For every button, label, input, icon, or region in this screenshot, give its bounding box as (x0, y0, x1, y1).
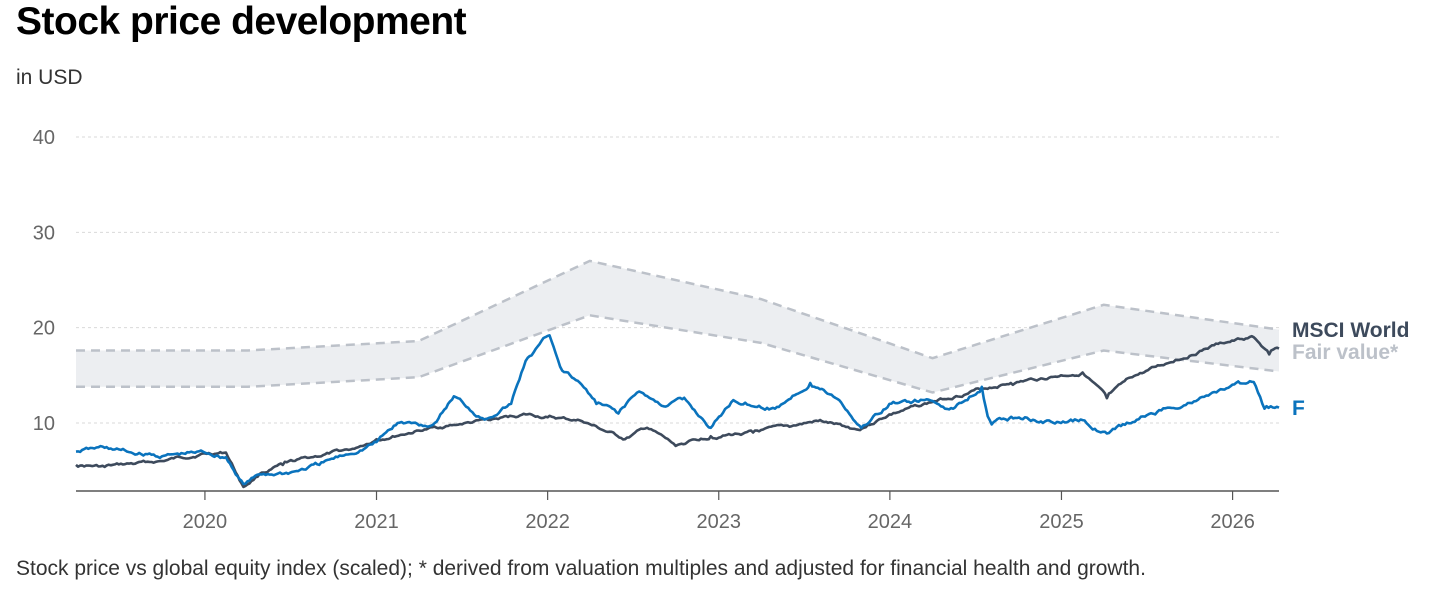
page-title: Stock price development (16, 0, 467, 43)
legend-stock: F (1292, 397, 1305, 420)
grid-layer: 10 20 30 40 (33, 127, 1279, 435)
legend-msci-world: MSCI World (1292, 319, 1409, 342)
x-tick-label: 2026 (1210, 511, 1255, 533)
y-tick-label: 20 (33, 318, 55, 340)
fair-value-area (76, 260, 1279, 393)
x-tick-label: 2022 (525, 511, 570, 533)
series-line-f (75, 334, 1280, 486)
series-line-msci-world (75, 334, 1280, 489)
x-tick-label: 2020 (183, 511, 228, 533)
x-tick-label: 2025 (1039, 511, 1084, 533)
y-tick-label: 40 (33, 127, 55, 149)
chart-subtitle: in USD (16, 66, 83, 89)
series-layer (75, 334, 1280, 489)
legend-fair-value: Fair value* (1292, 341, 1399, 364)
y-tick-label: 30 (33, 222, 55, 244)
fair-value-lower-line (76, 314, 1280, 394)
x-tick-label: 2023 (697, 511, 742, 533)
x-tick-label: 2024 (868, 511, 913, 533)
y-tick-label: 10 (33, 413, 55, 435)
fair-value-upper-line (76, 259, 1280, 360)
stock-price-chart: 10 20 30 40 2020 2021 2022 2023 2024 2025 2026 MS… (33, 127, 1410, 533)
chart-footnote: Stock price vs global equity index (scal… (16, 557, 1146, 580)
x-tick-label: 2021 (354, 511, 399, 533)
x-axis: 2020 2021 2022 2023 2024 2025 2026 (76, 490, 1279, 533)
fair-value-band (76, 259, 1280, 394)
